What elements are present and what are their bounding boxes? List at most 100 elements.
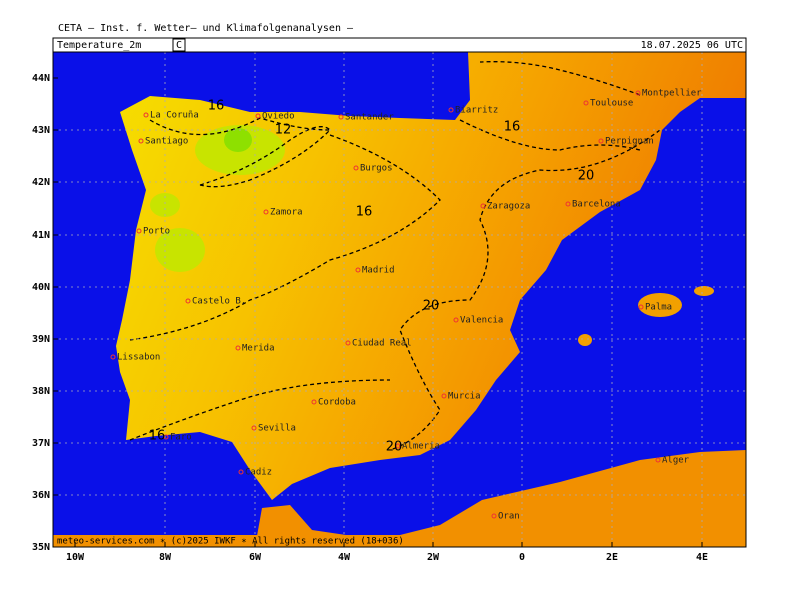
- contour-label: 16: [208, 99, 225, 114]
- city-marker: [251, 425, 257, 431]
- lat-label: 36N: [32, 490, 50, 501]
- city-marker: [441, 393, 447, 399]
- lat-label: 44N: [32, 73, 50, 84]
- city-label: Biarritz: [455, 106, 498, 116]
- unit: C: [176, 40, 182, 51]
- city-marker: [480, 203, 486, 209]
- city-label: Perpignan: [605, 137, 654, 147]
- city-marker: [238, 469, 244, 475]
- city-label: Ciudad Real: [352, 339, 412, 349]
- city-label: Santiago: [145, 137, 188, 147]
- city-marker: [235, 345, 241, 351]
- lat-label: 40N: [32, 282, 50, 293]
- city-marker: [143, 112, 149, 118]
- city-label: Merida: [242, 344, 275, 354]
- contour-label: 20: [423, 299, 440, 314]
- city-label: Valencia: [460, 316, 503, 326]
- lon-label: 6W: [249, 552, 262, 563]
- city-marker: [255, 113, 261, 119]
- lat-label: 42N: [32, 177, 50, 188]
- island: [578, 334, 592, 346]
- city-marker: [263, 209, 269, 215]
- city-label: Alger: [662, 456, 690, 466]
- lon-label: 4E: [696, 552, 708, 563]
- city-marker: [353, 165, 359, 171]
- city-marker: [448, 107, 454, 113]
- city-marker: [395, 443, 401, 449]
- map-area: La Coruña Oviedo Santander Biarritz Toulouse…: [52, 51, 747, 548]
- city-label: Porto: [143, 227, 170, 237]
- lat-label: 38N: [32, 386, 50, 397]
- city-label: La Coruña: [150, 111, 199, 121]
- footer-bg: [53, 535, 423, 547]
- cool-zone: [224, 128, 252, 152]
- city-marker: [185, 298, 191, 304]
- lat-label: 39N: [32, 334, 50, 345]
- cool-zone: [150, 193, 180, 217]
- city-label: Santander: [345, 113, 394, 123]
- lon-label: 10W: [66, 552, 85, 563]
- city-label: Oviedo: [262, 112, 295, 122]
- city-label: Oran: [498, 512, 520, 522]
- lat-label: 41N: [32, 230, 50, 241]
- lon-label: 8W: [159, 552, 172, 563]
- city-marker: [635, 90, 641, 96]
- city-label: Sevilla: [258, 424, 296, 434]
- city-marker: [338, 114, 344, 120]
- city-marker: [136, 228, 142, 234]
- city-label: Murcia: [448, 392, 481, 402]
- city-label: Lissabon: [117, 353, 160, 363]
- city-label: Burgos: [360, 164, 393, 174]
- header-title: CETA – Inst. f. Wetter– und Klimafolgena…: [58, 23, 354, 34]
- contour-label: 16: [149, 429, 166, 444]
- footer: meteo-services.com ∗ (c)2025 IWKF ∗ All …: [57, 537, 404, 547]
- city-marker: [138, 138, 144, 144]
- datetime: 18.07.2025 06 UTC: [641, 40, 743, 51]
- city-marker: [311, 399, 317, 405]
- city-label: Toulouse: [590, 99, 633, 109]
- city-label: Castelo B.: [192, 297, 246, 307]
- lon-label: 2W: [427, 552, 440, 563]
- city-marker: [491, 513, 497, 519]
- city-label: Madrid: [362, 266, 395, 276]
- city-marker: [453, 317, 459, 323]
- city-label: Palma: [645, 303, 672, 313]
- city-label: Barcelona: [572, 200, 621, 210]
- city-marker: [110, 354, 116, 360]
- lat-label: 43N: [32, 125, 50, 136]
- city-label: Zamora: [270, 208, 303, 218]
- island: [694, 286, 714, 296]
- city-label: Faro: [170, 433, 192, 443]
- lon-label: 4W: [338, 552, 351, 563]
- city-label: Cadiz: [245, 468, 272, 478]
- variable: Temperature_2m: [57, 40, 141, 51]
- city-marker: [638, 304, 644, 310]
- city-marker: [598, 138, 604, 144]
- city-marker: [355, 267, 361, 273]
- lon-label: 2E: [606, 552, 618, 563]
- lat-label: 35N: [32, 542, 50, 553]
- contour-label: 12: [275, 123, 292, 138]
- city-label: Montpellier: [642, 89, 702, 99]
- city-marker: [163, 434, 169, 440]
- city-marker: [565, 201, 571, 207]
- island: [638, 293, 682, 317]
- city-label: Zaragoza: [487, 202, 530, 212]
- contour-label: 20: [578, 169, 595, 184]
- city-marker: [655, 457, 661, 463]
- unit-box: [172, 38, 186, 52]
- city-marker: [345, 340, 351, 346]
- lat-label: 37N: [32, 438, 50, 449]
- city-label: Cordoba: [318, 398, 356, 408]
- city-marker: [583, 100, 589, 106]
- cool-zone: [155, 228, 205, 272]
- africa: [255, 450, 746, 547]
- contour-label: 20: [386, 440, 403, 455]
- frame: [52, 51, 747, 548]
- grid: [53, 52, 746, 547]
- city-label: Almeria: [402, 442, 440, 452]
- contours: [129, 61, 661, 451]
- contour-label: 16: [356, 205, 373, 220]
- contour-label: 16: [504, 120, 521, 135]
